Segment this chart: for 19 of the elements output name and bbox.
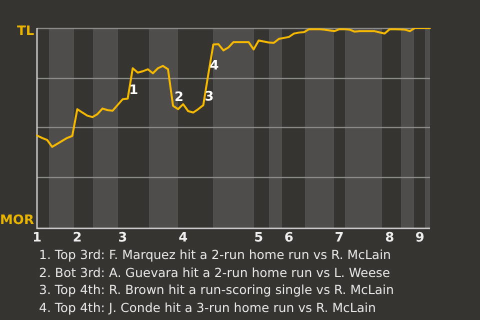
x-tick-label: 6 xyxy=(284,230,294,246)
text: 4. Top 4th: J. Conde hit a 3-run home run vs R. McLain xyxy=(39,298,377,316)
annotation: 3 xyxy=(204,90,214,105)
annotation: 4 xyxy=(210,58,219,74)
x-tick-label: 7 xyxy=(334,230,344,246)
x-tick-label: 4 xyxy=(178,230,188,246)
x-tick-label: 9 xyxy=(415,230,424,246)
text: 1. Top 3rd: F. Marquez hit a 2-run home run vs R. McLain xyxy=(39,246,392,264)
x-tick-label: 1 xyxy=(32,230,42,246)
annotation: 1 xyxy=(129,83,138,98)
x-tick-label: 2 xyxy=(72,230,82,246)
text: TL xyxy=(17,24,34,39)
text: 3. Top 4th: R. Brown hit a run-scoring single vs R. McLain xyxy=(39,281,394,298)
x-tick-label: 8 xyxy=(385,230,394,246)
text: 2. Bot 3rd: A. Guevara hit a 2-run home run vs L. Weese xyxy=(39,264,392,281)
annotation: 2 xyxy=(174,90,184,106)
text: MOR xyxy=(0,213,34,228)
x-tick-label: 5 xyxy=(254,230,264,246)
x-tick-label: 3 xyxy=(118,230,128,246)
